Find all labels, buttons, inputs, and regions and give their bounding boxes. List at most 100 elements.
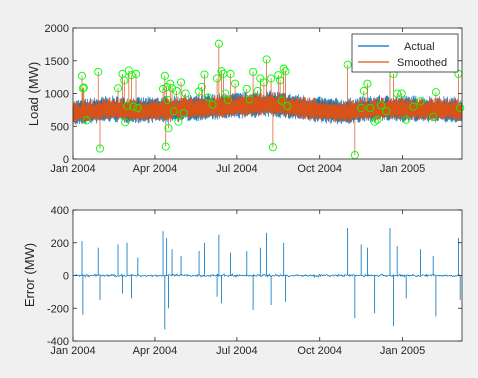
outlier-marker	[363, 79, 372, 88]
load-x-tick-label: Jan 2005	[380, 163, 425, 175]
outlier-marker	[166, 79, 175, 88]
error-x-tick-label: Apr 2004	[133, 345, 178, 357]
outlier-marker	[268, 143, 277, 152]
legend-smoothed-label: Smoothed	[397, 57, 447, 69]
outlier-marker	[213, 74, 222, 83]
outlier-marker	[357, 103, 366, 112]
outlier-marker	[253, 86, 262, 95]
error-x-tick-label: Jan 2005	[380, 345, 425, 357]
outlier-marker	[172, 86, 181, 95]
outlier-marker	[94, 67, 103, 76]
outlier-marker	[456, 103, 465, 112]
outlier-marker	[161, 142, 170, 151]
load-y-tick-label: 1000	[45, 89, 69, 101]
load-y-axis-label: Load (MW)	[26, 62, 41, 126]
error-y-tick-label: 200	[51, 238, 69, 250]
load-y-tick-label: 1500	[45, 56, 69, 68]
outlier-marker	[373, 115, 382, 124]
outlier-marker	[164, 124, 173, 133]
outlier-marker	[120, 76, 129, 85]
load-y-ticks: 0 500 1000 1500 2000	[45, 23, 462, 166]
outlier-marker	[343, 60, 352, 69]
outlier-marker	[204, 93, 213, 102]
outlier-marker	[262, 55, 271, 64]
outlier-marker	[197, 82, 206, 91]
outlier-marker	[409, 102, 418, 111]
outlier-marker	[174, 117, 183, 126]
outlier-marker	[168, 84, 177, 93]
outlier-marker	[370, 117, 379, 126]
outlier-marker	[121, 118, 130, 127]
outlier-marker	[214, 39, 223, 48]
outlier-marker	[195, 87, 204, 96]
error-y-tick-label: -400	[47, 336, 69, 348]
outlier-marker	[429, 113, 438, 122]
outlier-marker	[382, 107, 391, 116]
outlier-marker	[259, 78, 268, 87]
load-x-tick-label: Jan 2004	[50, 163, 95, 175]
outlier-marker	[226, 69, 235, 78]
outlier-marker	[131, 69, 141, 78]
load-x-tick-label: Apr 2004	[133, 163, 178, 175]
outlier-marker	[124, 66, 133, 75]
outlier-marker	[416, 97, 425, 106]
outlier-marker	[267, 74, 276, 83]
outlier-marker	[208, 100, 217, 109]
load-plot-area	[72, 39, 465, 160]
outlier-marker	[223, 96, 232, 105]
legend-box	[351, 33, 459, 73]
outlier-marker	[283, 101, 292, 110]
error-y-tick-label: 0	[63, 271, 69, 283]
legend-actual-label: Actual	[404, 41, 435, 53]
error-plot-area	[75, 228, 461, 330]
outlier-marker	[200, 70, 209, 79]
outlier-marker	[397, 89, 406, 98]
load-y-tick-label: 2000	[45, 23, 69, 35]
outlier-marker	[366, 103, 375, 112]
outlier-marker	[402, 115, 411, 124]
outlier-marker	[127, 71, 136, 80]
outlier-marker	[279, 64, 288, 73]
outlier-marker	[281, 67, 290, 76]
error-axes: -400 -200 0 200 400 Jan 2004 Apr 2004 Jul 2004…	[22, 205, 463, 357]
load-x-tick-label: Jul 2004	[216, 163, 258, 175]
error-y-ticks: -400 -200 0 200 400	[47, 205, 462, 348]
error-x-tick-label: Jan 2004	[50, 345, 95, 357]
error-x-tick-label: Oct 2004	[297, 345, 342, 357]
outlier-marker	[163, 96, 172, 105]
outlier-marker	[431, 88, 440, 97]
outlier-marker	[133, 103, 142, 112]
load-y-tick-label: 0	[63, 154, 69, 166]
error-y-axis-label: Error (MW)	[22, 243, 37, 307]
outlier-marker	[78, 84, 87, 93]
load-legend: Actual Smoothed	[351, 33, 459, 73]
outlier-marker	[129, 102, 138, 111]
error-y-tick-label: 400	[51, 205, 69, 217]
outlier-marker	[231, 79, 240, 88]
outlier-marker	[393, 89, 402, 98]
outlier-marker	[113, 84, 123, 93]
outlier-marker	[95, 144, 105, 153]
outlier-marker	[177, 78, 186, 87]
outlier-marker	[249, 67, 258, 76]
outlier-marker	[122, 101, 132, 110]
outlier-marker	[274, 71, 283, 80]
outlier-marker	[179, 109, 188, 118]
outlier-marker	[181, 89, 190, 98]
error-x-tick-label: Jul 2004	[216, 345, 258, 357]
load-x-ticks: Jan 2004 Apr 2004 Jul 2004 Oct 2004 Jan 2005	[50, 28, 425, 175]
load-y-tick-label: 500	[51, 121, 69, 133]
outlier-marker	[79, 83, 88, 92]
error-y-tick-label: -200	[47, 303, 69, 315]
load-axes: 0 500 1000 1500 2000 Jan 2004 Apr 2004 Jul 200…	[26, 23, 465, 175]
outlier-marker	[242, 84, 251, 93]
outlier-marker	[169, 107, 178, 116]
error-x-ticks: Jan 2004 Apr 2004 Jul 2004 Oct 2004 Jan 2005	[50, 210, 425, 357]
outlier-marker	[217, 67, 226, 76]
load-x-tick-label: Oct 2004	[297, 163, 342, 175]
outlier-marker	[82, 116, 91, 125]
outlier-marker	[77, 71, 87, 80]
series-error-line	[75, 273, 460, 279]
outlier-marker	[160, 71, 169, 80]
